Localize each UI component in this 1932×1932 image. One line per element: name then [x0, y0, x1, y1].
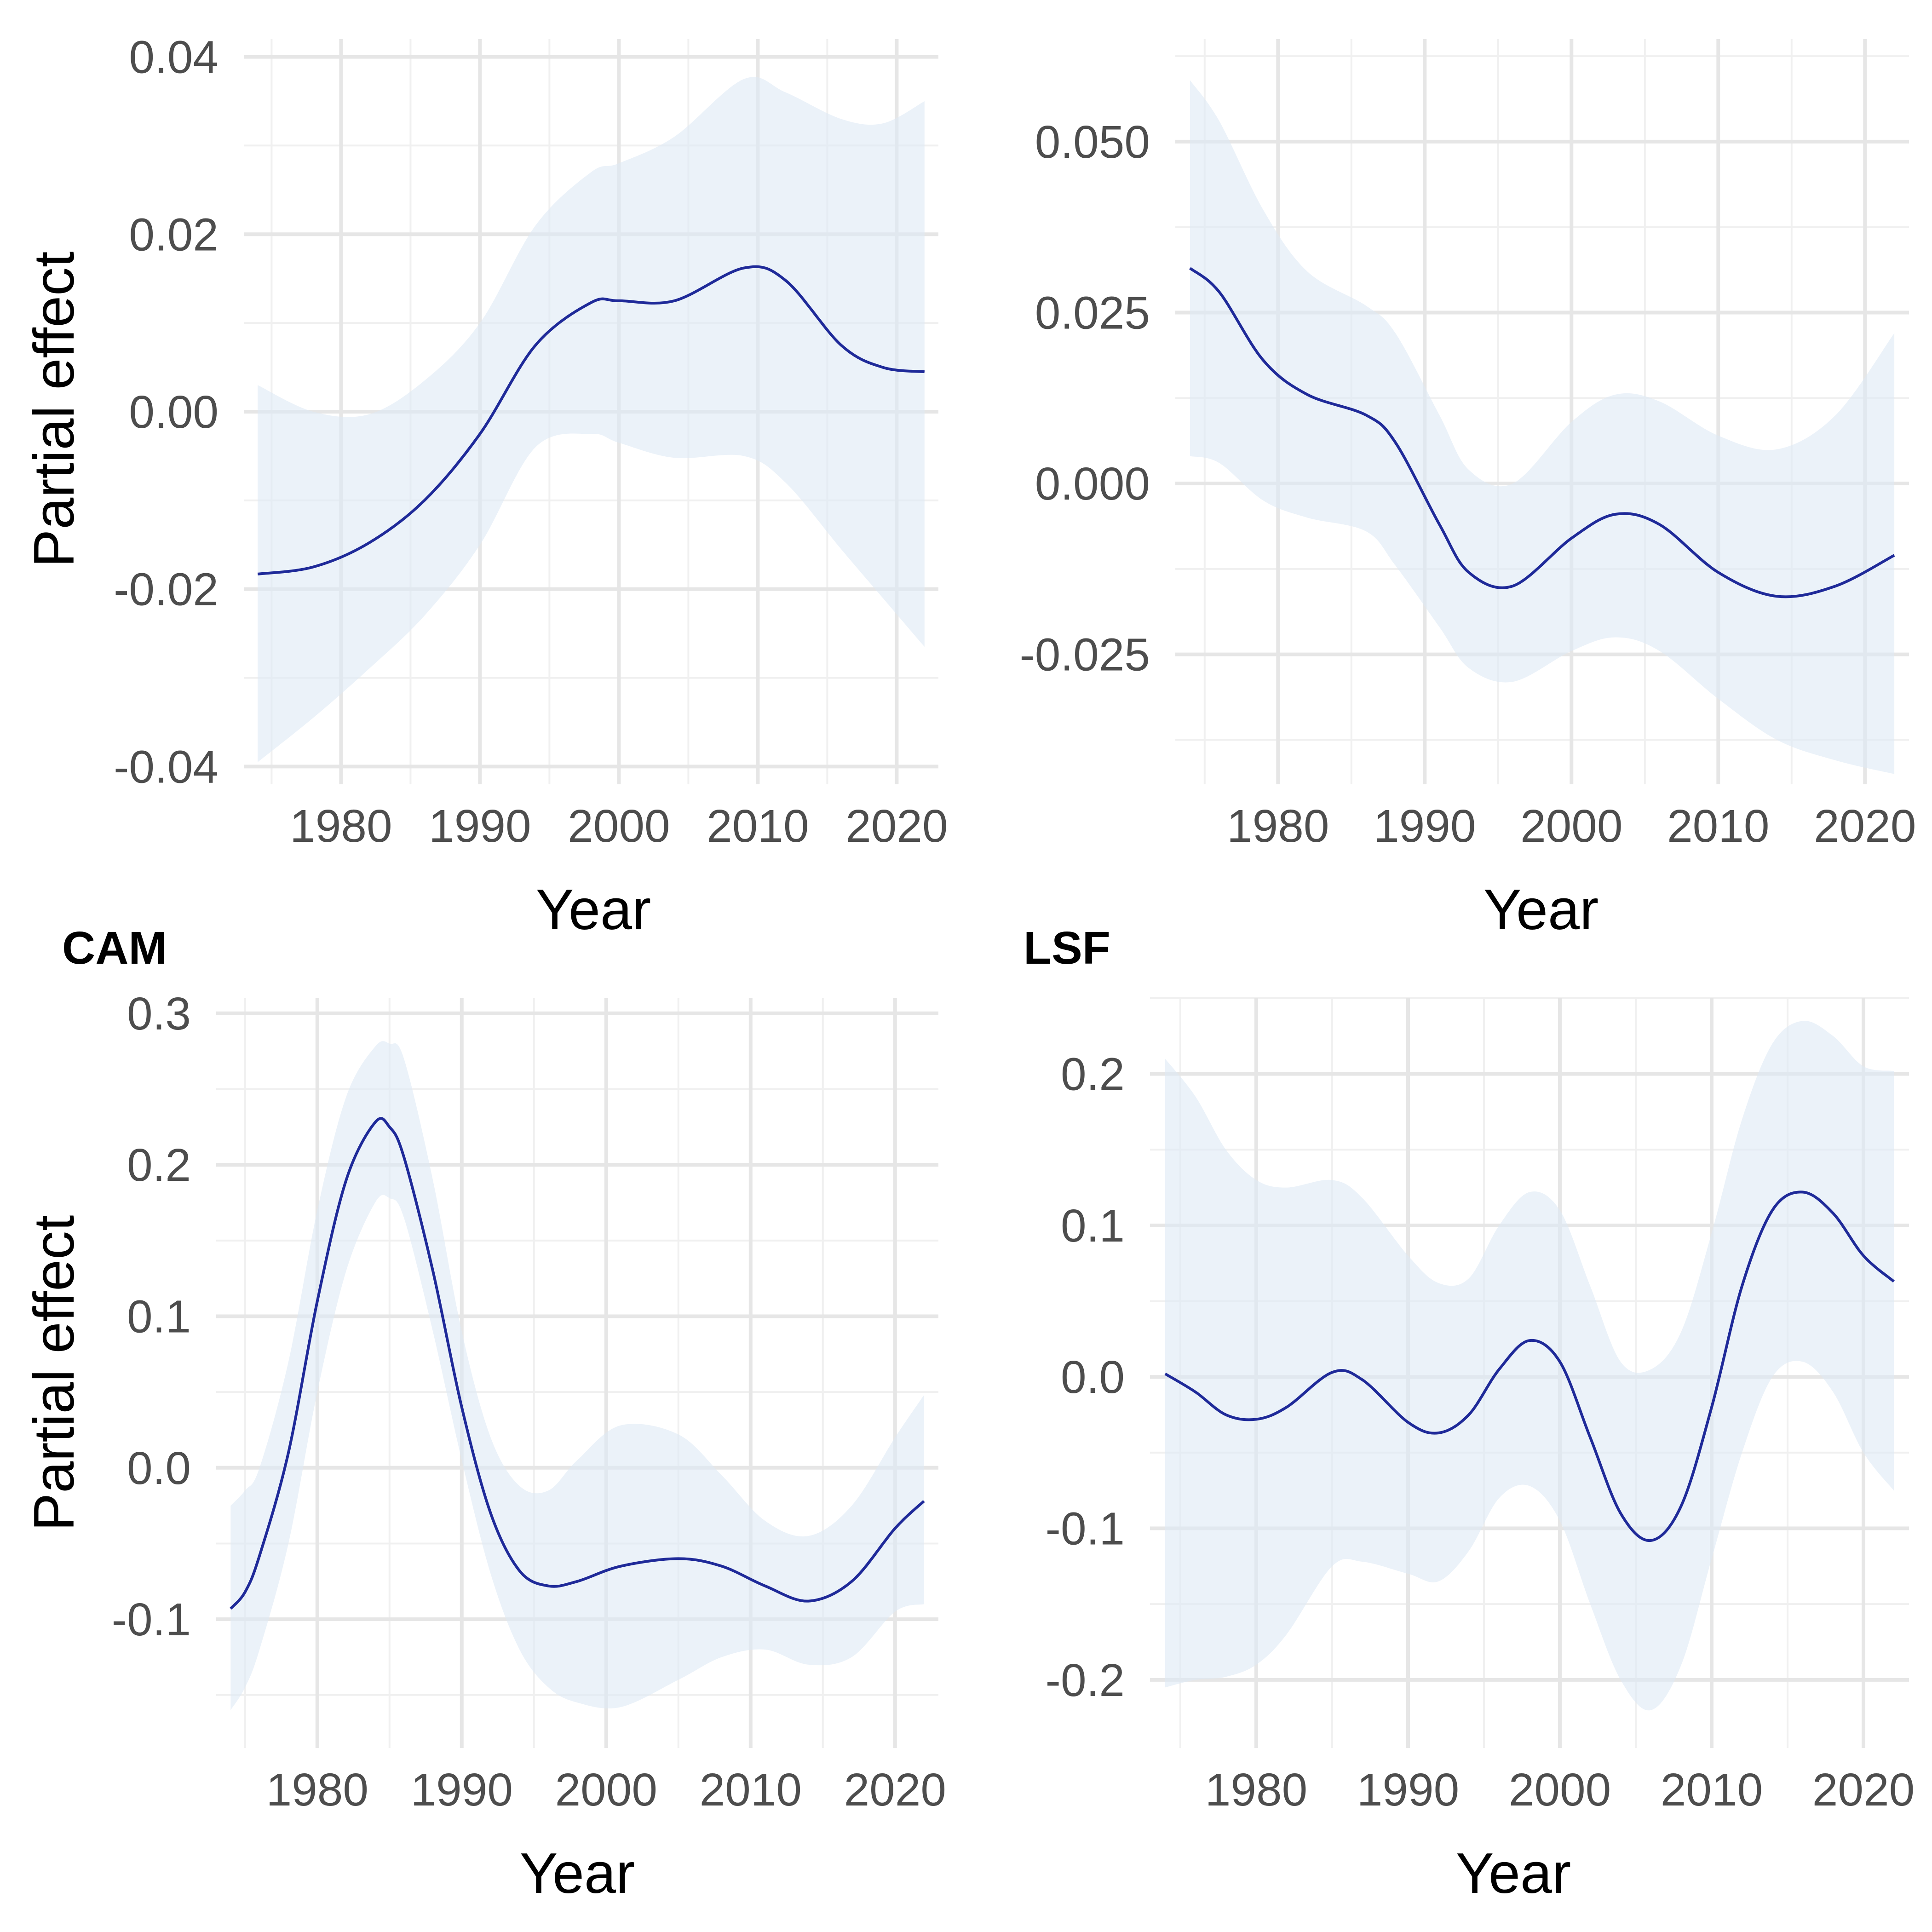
x-tick-label: 1980: [290, 800, 392, 852]
y-axis-title: Partial effect: [23, 1215, 86, 1531]
panel-3-y-ticks: -0.1 0.0 0.1 0.2 0.3: [112, 988, 191, 1645]
panel-2: -0.025 0.000 0.025 0.050 1980 1990 2000 …: [1019, 39, 1916, 942]
y-tick-label: 0.0: [1061, 1351, 1125, 1403]
y-tick-label: 0.3: [127, 988, 191, 1040]
panel-4-effect-line: [1164, 1190, 1895, 1542]
x-tick-label: 1990: [429, 800, 531, 852]
panel-3-x-ticks: 1980 1990 2000 2010 2020: [266, 1764, 946, 1816]
panel-2-effect-line: [1189, 267, 1895, 598]
panel-1-effect-line: [257, 265, 925, 575]
y-tick-label: 0.2: [1061, 1049, 1125, 1100]
x-tick-label: 2020: [1814, 800, 1916, 852]
x-tick-label: 1980: [266, 1764, 368, 1816]
panel-title-cam: CAM: [62, 922, 167, 974]
x-tick-label: 2000: [555, 1764, 657, 1816]
panel-1-confidence-band: [258, 77, 925, 762]
panel-2-x-ticks: 1980 1990 2000 2010 2020: [1227, 800, 1916, 852]
x-axis-title: Year: [520, 1842, 635, 1905]
x-tick-label: 2010: [1667, 800, 1769, 852]
y-tick-label: 0.050: [1035, 116, 1150, 168]
x-tick-label: 1990: [1374, 800, 1476, 852]
panel-1-x-ticks: 1980 1990 2000 2010 2020: [290, 800, 948, 852]
x-tick-label: 2020: [845, 800, 948, 852]
x-tick-label: 2020: [844, 1764, 946, 1816]
x-tick-label: 1980: [1227, 800, 1329, 852]
y-tick-label: -0.1: [112, 1594, 191, 1645]
panel-title-lsf: LSF: [1024, 922, 1110, 974]
y-tick-label: -0.025: [1019, 629, 1150, 681]
x-tick-label: 2010: [707, 800, 809, 852]
y-axis-title: Partial effect: [23, 252, 86, 568]
x-tick-label: 2020: [1812, 1764, 1915, 1816]
x-tick-label: 2010: [1661, 1764, 1763, 1816]
x-tick-label: 1990: [411, 1764, 513, 1816]
y-tick-label: -0.04: [114, 741, 218, 793]
panel-3: CAM -0.1 0.0 0.1 0.2 0.3 1980 1990 2000 …: [23, 922, 946, 1905]
y-tick-label: 0.000: [1035, 458, 1150, 510]
y-tick-label: 0.02: [129, 209, 218, 260]
panel-3-confidence-band: [230, 1041, 924, 1710]
x-axis-title: Year: [1456, 1842, 1571, 1905]
panel-4: LSF -0.2 -0.1 0.0 0.1 0.2 1980 1990 2000…: [1024, 922, 1915, 1905]
x-axis-title: Year: [1484, 878, 1599, 942]
y-tick-label: 0.025: [1035, 287, 1150, 339]
x-tick-label: 2000: [1520, 800, 1622, 852]
y-tick-label: 0.2: [127, 1139, 191, 1191]
y-tick-label: 0.1: [1061, 1200, 1125, 1252]
panel-1-y-ticks: -0.04 -0.02 0.00 0.02 0.04: [114, 32, 218, 793]
x-axis-title: Year: [536, 878, 651, 942]
y-tick-label: 0.04: [129, 32, 218, 83]
panel-2-confidence-band: [1190, 80, 1895, 774]
panel-1: -0.04 -0.02 0.00 0.02 0.04 1980 1990 200…: [23, 32, 948, 942]
x-tick-label: 1990: [1357, 1764, 1459, 1816]
x-tick-label: 2010: [700, 1764, 802, 1816]
x-tick-label: 2000: [568, 800, 670, 852]
x-tick-label: 1980: [1205, 1764, 1307, 1816]
x-tick-label: 2000: [1509, 1764, 1611, 1816]
panel-4-x-ticks: 1980 1990 2000 2010 2020: [1205, 1764, 1915, 1816]
panel-3-effect-line: [230, 1117, 925, 1610]
panel-4-confidence-band: [1165, 1021, 1894, 1711]
y-tick-label: -0.02: [114, 564, 218, 615]
panel-2-y-ticks: -0.025 0.000 0.025 0.050: [1019, 116, 1150, 681]
panel-4-y-ticks: -0.2 -0.1 0.0 0.1 0.2: [1046, 1049, 1125, 1706]
y-tick-label: 0.1: [127, 1291, 191, 1343]
y-tick-label: -0.1: [1046, 1503, 1125, 1555]
y-tick-label: 0.0: [127, 1443, 191, 1494]
y-tick-label: -0.2: [1046, 1655, 1125, 1706]
y-tick-label: 0.00: [129, 386, 218, 438]
